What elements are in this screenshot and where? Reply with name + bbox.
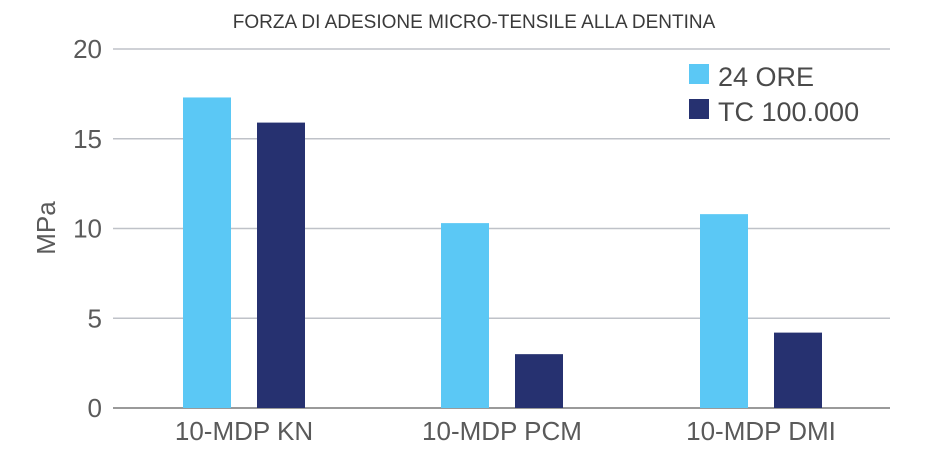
x-category-label-1: 10-MDP KN [175, 416, 313, 446]
bar-series-1-cat-2 [441, 223, 489, 408]
gridlines [113, 48, 890, 409]
legend: 24 ORE TC 100.000 [689, 62, 859, 127]
bar-series-2-cat-3 [774, 332, 822, 408]
x-category-label-3: 10-MDP DMI [686, 416, 836, 446]
x-category-label-2: 10-MDP PCM [422, 416, 582, 446]
bar-series-2-cat-1 [257, 122, 305, 408]
y-axis-label: MPa [31, 201, 61, 255]
bar-series-1-cat-3 [700, 214, 748, 408]
legend-swatch-2 [689, 99, 709, 119]
bar-series-1-cat-1 [183, 97, 231, 408]
legend-swatch-1 [689, 64, 709, 84]
y-tick-label-15: 15 [73, 124, 102, 154]
y-tick-label-10: 10 [73, 214, 102, 244]
y-tick-label-0: 0 [88, 393, 102, 423]
y-tick-label-5: 5 [88, 303, 102, 333]
y-axis-ticks: 0 5 10 15 20 [73, 34, 102, 423]
legend-label-2: TC 100.000 [718, 97, 859, 127]
chart-title: FORZA DI ADESIONE MICRO-TENSILE ALLA DEN… [233, 12, 716, 33]
y-tick-label-20: 20 [73, 34, 102, 64]
bars [183, 97, 822, 408]
legend-label-1: 24 ORE [718, 62, 814, 92]
x-axis-categories: 10-MDP KN 10-MDP PCM 10-MDP DMI [175, 416, 836, 446]
bar-series-2-cat-2 [515, 354, 563, 408]
